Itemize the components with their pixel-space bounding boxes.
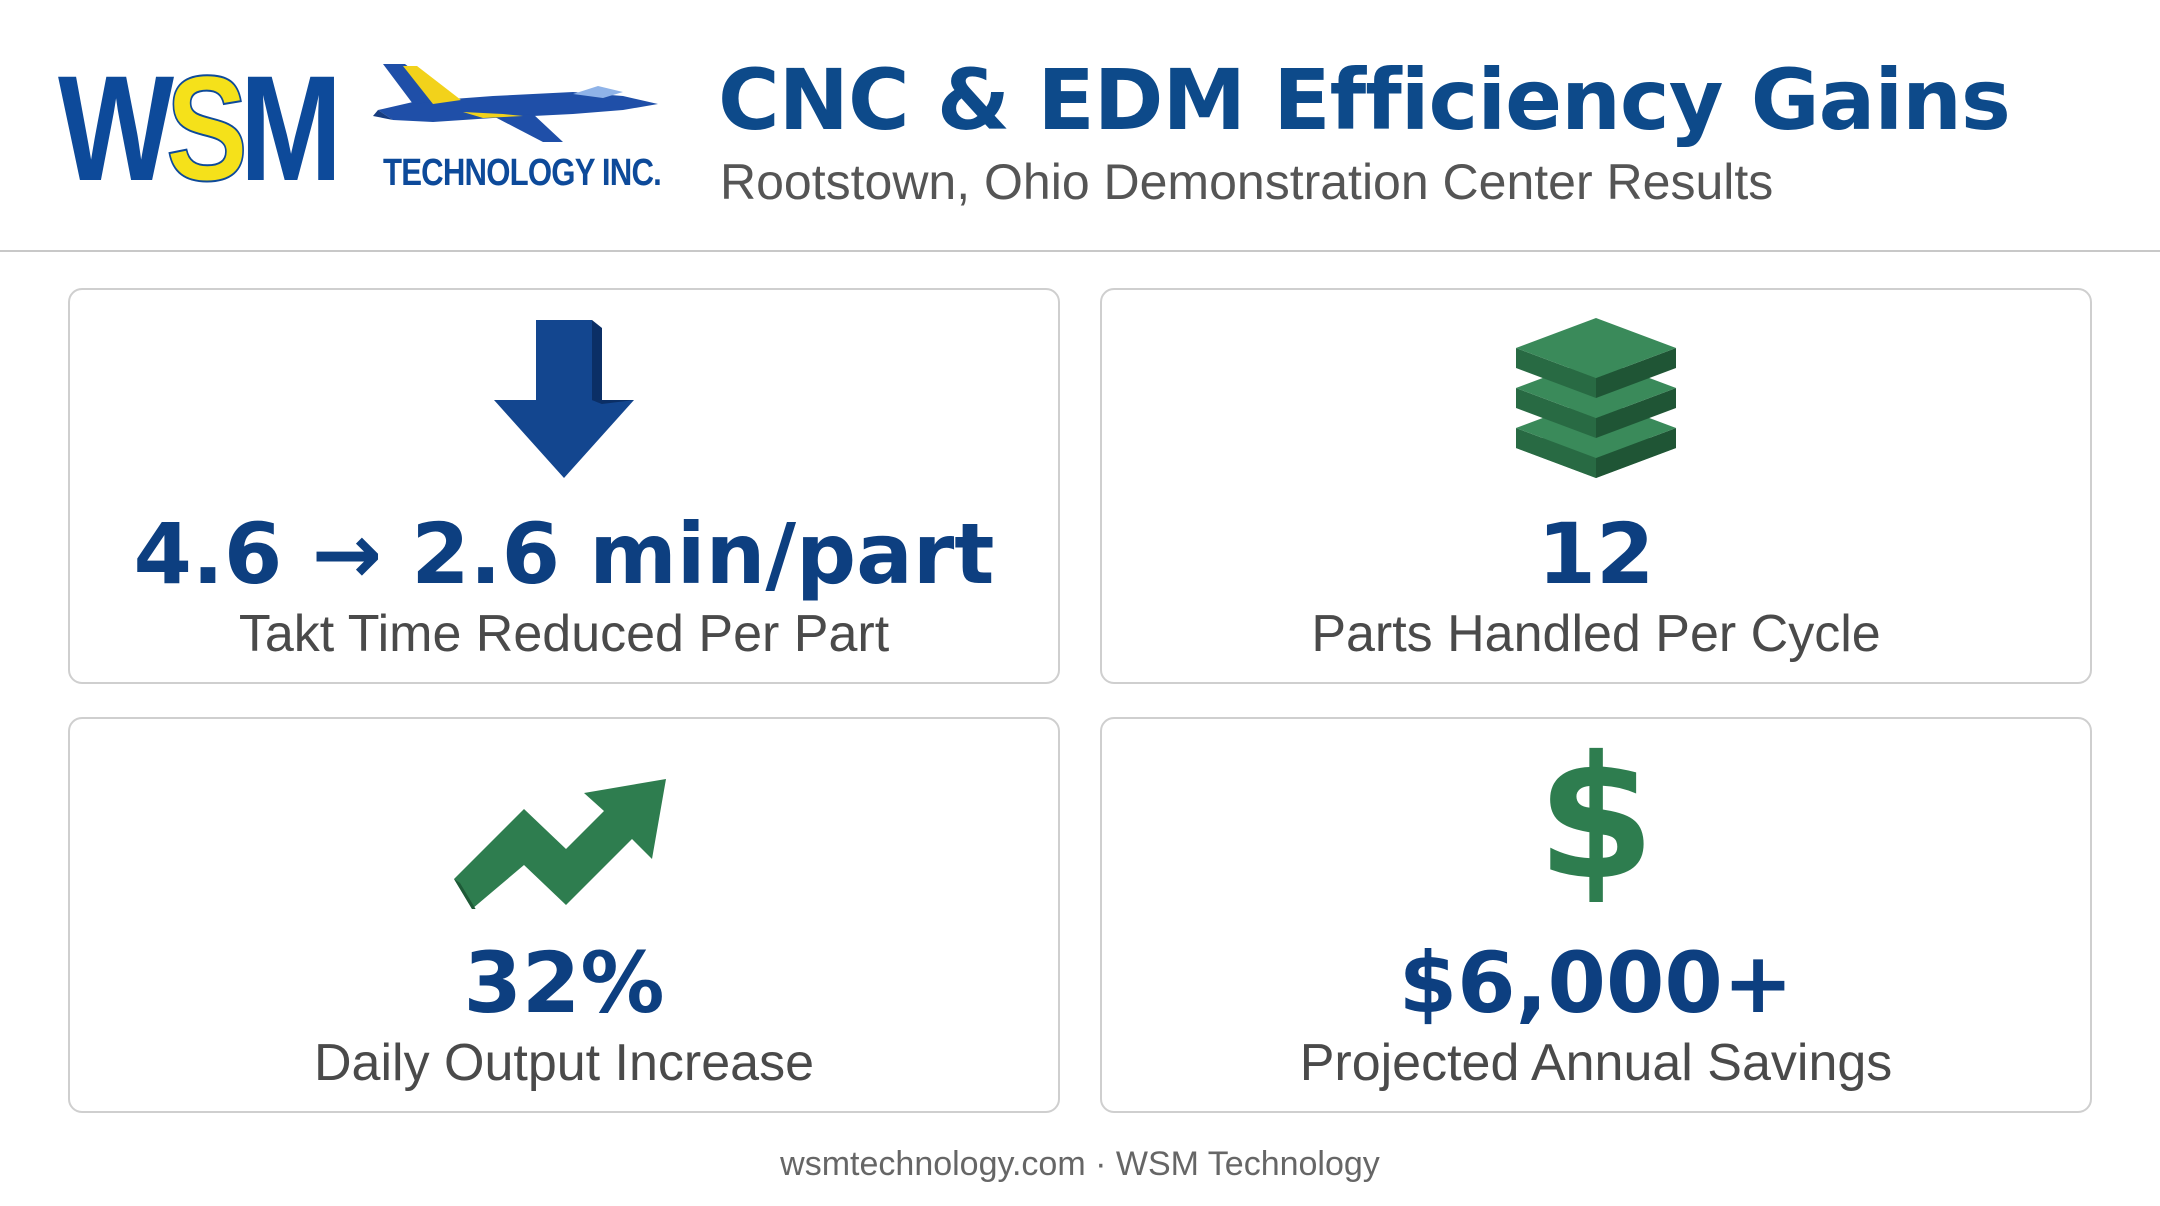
down-arrow-icon xyxy=(494,320,634,478)
metric-value: 12 xyxy=(1537,505,1655,603)
metric-label: Parts Handled Per Cycle xyxy=(1311,605,1881,663)
jet-icon xyxy=(373,64,658,142)
wsm-logo[interactable]: WSM TECHNOLOGY INC. xyxy=(58,44,662,212)
page-title: CNC & EDM Efficiency Gains xyxy=(718,51,2011,149)
metric-value: $6,000+ xyxy=(1398,934,1794,1032)
metric-label: Daily Output Increase xyxy=(313,1034,815,1092)
page-subtitle: Rootstown, Ohio Demonstration Center Res… xyxy=(720,154,1774,210)
metric-value: 4.6 → 2.6 min/part xyxy=(133,505,995,603)
metric-card-daily-output: 32% Daily Output Increase xyxy=(68,717,1060,1113)
trend-up-arrow-icon xyxy=(454,779,666,909)
dollar-sign-icon: $ xyxy=(1536,720,1656,918)
stacked-layers-icon xyxy=(1516,318,1676,478)
logo-tagline: TECHNOLOGY INC. xyxy=(383,152,662,194)
metric-card-annual-savings: $ $6,000+ Projected Annual Savings xyxy=(1100,717,2092,1113)
metric-label: Projected Annual Savings xyxy=(1299,1034,1893,1092)
logo-wordmark: WSM xyxy=(58,44,342,212)
metric-card-takt-time: 4.6 → 2.6 min/part Takt Time Reduced Per… xyxy=(68,288,1060,684)
metric-card-parts-per-cycle: 12 Parts Handled Per Cycle xyxy=(1100,288,2092,684)
header-divider xyxy=(0,250,2160,252)
metric-label: Takt Time Reduced Per Part xyxy=(238,605,890,663)
header: WSM TECHNOLOGY INC. CNC & EDM Efficiency… xyxy=(0,0,2160,250)
footer-text: wsmtechnology.com · WSM Technology xyxy=(780,1145,1380,1183)
metric-value: 32% xyxy=(463,934,665,1032)
